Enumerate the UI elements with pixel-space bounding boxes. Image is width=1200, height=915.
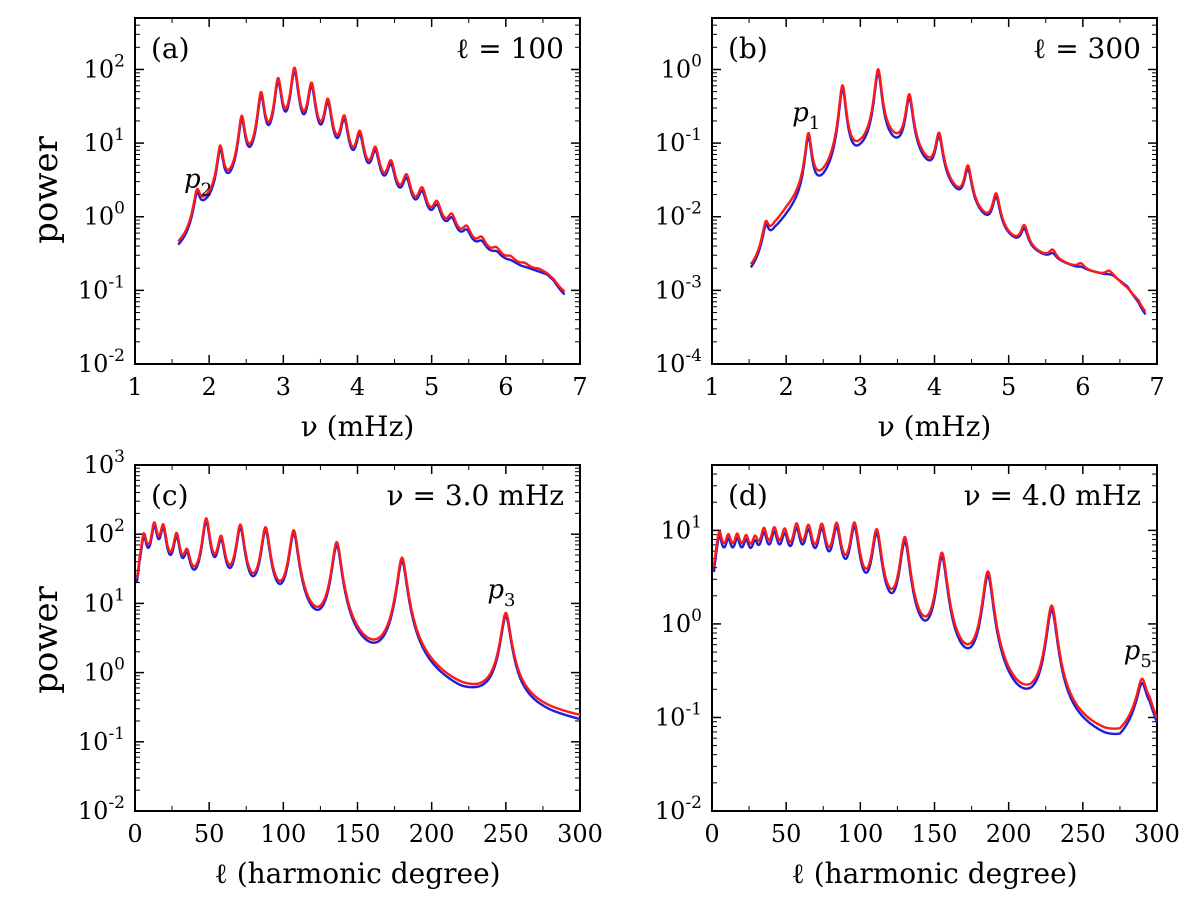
x-tick-label: 250	[483, 820, 529, 848]
x-tick-label: 200	[409, 820, 455, 848]
x-tick-label: 6	[498, 373, 513, 401]
y-tick-label: 10-2	[655, 793, 702, 825]
x-tick-label: 300	[1134, 820, 1180, 848]
y-tick-label: 101	[84, 125, 125, 157]
x-tick-label: 100	[837, 820, 883, 848]
ylabel-bottom: power	[26, 585, 66, 693]
y-tick-label: 101	[661, 512, 702, 544]
x-tick-label: 0	[704, 820, 719, 848]
panel-c: 0 50 100 150 200 250 300 10-2 10-1 100 101 102 103 ℓ …	[78, 447, 603, 890]
x-tick-label: 5	[424, 373, 439, 401]
x-tick-label: 50	[771, 820, 802, 848]
y-tick-label: 102	[84, 516, 125, 548]
corner-label: ℓ = 100	[456, 32, 564, 65]
y-tick-label: 100	[84, 199, 125, 231]
plot-frame	[711, 464, 1158, 812]
ylabel-top: power	[26, 135, 66, 243]
plot-frame	[134, 464, 581, 812]
x-tick-label: 1	[704, 373, 719, 401]
x-tick-label: 100	[260, 820, 306, 848]
y-tick-label: 10-3	[655, 272, 702, 304]
series-line-red	[177, 66, 566, 293]
series-line-blue	[749, 71, 1147, 316]
x-tick-label: 7	[572, 373, 587, 401]
y-tick-label: 10-1	[655, 125, 702, 157]
mode-annotation: p5	[1124, 636, 1152, 672]
series-line-red	[749, 68, 1147, 313]
series-line-blue	[712, 525, 1157, 736]
mode-annotation: p3	[487, 575, 515, 611]
mode-annotation: p1	[792, 98, 820, 134]
y-tick-label: 10-1	[78, 272, 125, 304]
x-axis-title: ν (mHz)	[878, 410, 992, 443]
x-axis-title: ℓ (harmonic degree)	[214, 857, 500, 890]
y-tick-label: 10-2	[78, 346, 125, 378]
x-axis-title: ν (mHz)	[301, 410, 415, 443]
corner-label: ν = 3.0 mHz	[387, 479, 564, 512]
x-tick-label: 4	[927, 373, 942, 401]
x-tick-label: 3	[853, 373, 868, 401]
y-tick-label: 100	[84, 655, 125, 687]
x-tick-label: 300	[557, 820, 603, 848]
x-tick-label: 2	[779, 373, 794, 401]
y-tick-label: 10-4	[655, 346, 702, 378]
series-line-blue	[135, 520, 580, 721]
x-tick-label: 2	[202, 373, 217, 401]
corner-label: ν = 4.0 mHz	[964, 479, 1141, 512]
panel-label: (c)	[151, 479, 189, 512]
x-tick-label: 7	[1149, 373, 1164, 401]
y-tick-label: 101	[84, 585, 125, 617]
y-tick-label: 102	[84, 51, 125, 83]
panel-d: 0 50 100 150 200 250 300 10-2 10-1 100 101 ℓ (harmo…	[655, 464, 1180, 890]
corner-label: ℓ = 300	[1033, 32, 1141, 65]
x-tick-label: 5	[1001, 373, 1016, 401]
x-tick-label: 4	[350, 373, 365, 401]
y-tick-label: 10-2	[78, 793, 125, 825]
x-tick-label: 0	[127, 820, 142, 848]
y-tick-label: 100	[661, 51, 702, 83]
panel-label: (b)	[728, 32, 768, 65]
x-tick-label: 1	[127, 373, 142, 401]
panel-b: 1 2 3 4 5 6 7 10-4 10-3 10-2 10-1 100 ν (mHz) (b) ℓ = …	[655, 17, 1165, 443]
series-line-blue	[177, 69, 566, 296]
y-tick-label: 10-1	[78, 724, 125, 756]
x-tick-label: 150	[912, 820, 958, 848]
plot-frame	[711, 17, 1158, 365]
y-tick-label: 10-1	[655, 699, 702, 731]
x-tick-label: 250	[1060, 820, 1106, 848]
series-line-red	[135, 517, 580, 716]
x-tick-label: 150	[335, 820, 381, 848]
panel-label: (d)	[728, 479, 768, 512]
y-tick-label: 100	[661, 606, 702, 638]
series-line-red	[712, 521, 1157, 730]
x-tick-label: 50	[194, 820, 225, 848]
panel-a: 1 2 3 4 5 6 7 10-2 10-1 100 101 102 ν (mHz) (a) ℓ = 10…	[78, 17, 588, 443]
x-tick-label: 200	[986, 820, 1032, 848]
x-tick-label: 3	[276, 373, 291, 401]
mode-annotation: p2	[184, 164, 212, 200]
y-tick-label: 103	[84, 447, 125, 479]
panel-label: (a)	[151, 32, 190, 65]
x-tick-label: 6	[1075, 373, 1090, 401]
x-axis-title: ℓ (harmonic degree)	[791, 857, 1077, 890]
y-tick-label: 10-2	[655, 199, 702, 231]
